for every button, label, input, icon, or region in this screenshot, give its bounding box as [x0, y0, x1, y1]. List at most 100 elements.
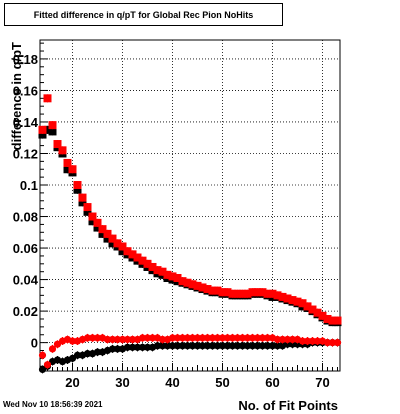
- data-point: [43, 94, 52, 103]
- data-point: [208, 334, 217, 342]
- data-point: [258, 288, 267, 297]
- data-point: [178, 334, 187, 342]
- data-point: [118, 335, 127, 344]
- data-point: [68, 165, 77, 174]
- data-series: [38, 94, 342, 374]
- data-point: [318, 311, 327, 320]
- data-point: [108, 335, 117, 344]
- y-tick-label: 0.16: [13, 83, 38, 98]
- data-point: [278, 335, 287, 344]
- data-point: [288, 296, 297, 305]
- grid-lines: [40, 40, 340, 371]
- data-point: [258, 334, 267, 342]
- data-point: [93, 218, 102, 227]
- data-point: [93, 334, 102, 342]
- data-point: [273, 335, 282, 344]
- series-2: [38, 333, 342, 369]
- data-point: [143, 259, 152, 268]
- data-point: [278, 292, 287, 301]
- data-point: [283, 294, 292, 303]
- data-point: [113, 239, 122, 248]
- data-point: [48, 345, 57, 353]
- data-point: [213, 342, 222, 350]
- data-point: [38, 351, 47, 359]
- data-point: [288, 335, 297, 344]
- data-point: [303, 337, 312, 345]
- data-point: [223, 342, 232, 350]
- data-point: [133, 253, 142, 262]
- data-point: [183, 342, 192, 350]
- data-point: [283, 335, 292, 344]
- data-point: [98, 229, 107, 238]
- data-point: [133, 343, 142, 351]
- data-point: [88, 217, 97, 226]
- chart-title-box: Fitted difference in q/pT for Global Rec…: [4, 3, 283, 26]
- axis-ticks: 20 30 40 50 60 70 0 0.02 0.04 0.06 0.08 0.1 0.12 0.14…: [13, 42, 338, 390]
- x-tick-label: 20: [65, 375, 79, 390]
- data-point: [123, 247, 132, 256]
- data-point: [223, 334, 232, 342]
- data-point: [323, 339, 332, 347]
- data-point: [113, 345, 122, 353]
- data-point: [263, 342, 272, 350]
- data-point: [198, 334, 207, 342]
- data-point: [203, 285, 212, 294]
- y-tick-label: 0.14: [13, 115, 39, 130]
- data-point: [263, 289, 272, 298]
- data-point: [73, 185, 82, 194]
- data-point: [43, 125, 52, 134]
- data-point: [73, 181, 82, 190]
- data-point: [323, 314, 332, 323]
- data-point: [73, 351, 82, 359]
- data-point: [303, 302, 312, 311]
- series-3: [38, 338, 342, 374]
- data-point: [108, 234, 117, 243]
- y-axis-label: difference in q/pT: [9, 42, 24, 150]
- data-point: [48, 121, 57, 130]
- data-point: [38, 125, 47, 134]
- data-point: [123, 335, 132, 344]
- y-tick-label: 0.02: [13, 304, 38, 319]
- data-point: [258, 342, 267, 350]
- data-point: [78, 193, 87, 202]
- data-point: [238, 342, 247, 350]
- data-point: [293, 297, 302, 306]
- data-point: [203, 334, 212, 342]
- data-point: [193, 342, 202, 350]
- data-point: [233, 289, 242, 298]
- data-point: [173, 342, 182, 350]
- data-point: [243, 342, 252, 350]
- data-point: [98, 225, 107, 234]
- data-point: [168, 334, 177, 342]
- data-point: [253, 288, 262, 297]
- data-point: [248, 334, 257, 342]
- data-point: [128, 335, 137, 344]
- data-point: [213, 334, 222, 342]
- data-point: [103, 335, 112, 344]
- data-point: [143, 343, 152, 351]
- data-point: [163, 342, 172, 350]
- data-point: [183, 278, 192, 287]
- y-tick-label: 0.18: [13, 52, 38, 67]
- data-point: [118, 247, 127, 256]
- data-point: [308, 337, 317, 345]
- data-point: [218, 334, 227, 342]
- data-point: [88, 334, 97, 342]
- data-point: [108, 345, 117, 353]
- data-point: [158, 267, 167, 276]
- data-point: [68, 337, 77, 345]
- data-point: [238, 334, 247, 342]
- data-point: [308, 305, 317, 314]
- data-point: [253, 342, 262, 350]
- y-tick-label: 0.12: [13, 146, 38, 161]
- data-point: [298, 337, 307, 345]
- data-point: [218, 342, 227, 350]
- data-point: [43, 361, 52, 369]
- data-point: [48, 127, 57, 136]
- data-point: [233, 342, 242, 350]
- data-point: [313, 337, 322, 345]
- data-point: [253, 334, 262, 342]
- chart-title: Fitted difference in q/pT for Global Rec…: [33, 9, 254, 20]
- data-point: [113, 335, 122, 344]
- data-point: [223, 288, 232, 297]
